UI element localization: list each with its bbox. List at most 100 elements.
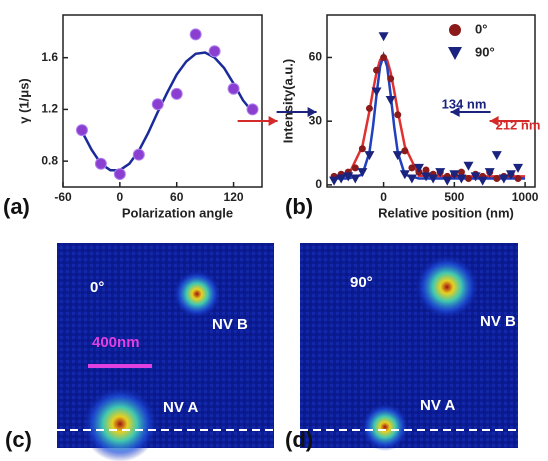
nv-label: NV B: [212, 316, 248, 333]
x-tick-label: -60: [54, 190, 72, 204]
point: [477, 176, 488, 186]
point: [464, 175, 472, 183]
plot: 0 500 1000 0 30 60 Relative position (nm) Inten…: [237, 14, 541, 220]
annotation: 212 nm: [496, 117, 541, 132]
spot: [82, 386, 158, 461]
nv-label: NV B: [480, 313, 516, 330]
panel-c: 0° 400nm NV B NV A (c): [5, 243, 274, 461]
x-tick-label: 1000: [512, 190, 539, 204]
arrow-head: [268, 116, 278, 126]
point: [378, 32, 389, 42]
point: [380, 53, 388, 61]
panel-d: 90° NV B NV A (d): [285, 243, 518, 452]
panel-label: (a): [3, 194, 30, 219]
x-tick-label: 500: [444, 190, 464, 204]
y-axis-label: Intensity(a.u.): [280, 59, 295, 144]
point: [227, 82, 240, 95]
y-tick-label: 60: [309, 50, 323, 64]
point: [357, 168, 368, 178]
point: [493, 175, 501, 183]
image: [300, 243, 518, 448]
arrow-head: [307, 107, 317, 117]
x-tick-label: 0: [117, 190, 124, 204]
point: [371, 87, 382, 97]
legend-label: 90°: [475, 44, 495, 59]
x-axis-label: Relative position (nm): [378, 205, 514, 220]
legend-marker: [448, 47, 462, 60]
point: [408, 164, 416, 172]
point: [505, 170, 516, 180]
point: [329, 176, 340, 186]
y-tick-label: 1.2: [41, 102, 58, 116]
point: [470, 172, 481, 182]
fit-line: [80, 51, 254, 172]
point: [358, 145, 366, 153]
point: [463, 161, 474, 171]
point: [336, 174, 347, 184]
plot: -60 0 60 120 0.8 1.2 1.6 Polarization angle γ (1…: [3, 14, 263, 220]
nv-label: NV A: [163, 399, 198, 416]
point: [351, 164, 359, 172]
nv-label: NV A: [420, 397, 455, 414]
point: [373, 66, 381, 74]
annotation: 134 nm: [442, 96, 487, 111]
point: [498, 174, 509, 184]
point: [442, 176, 453, 186]
panel-label: (b): [285, 194, 313, 219]
point: [513, 163, 524, 173]
point: [113, 168, 126, 181]
angle: 90°: [350, 274, 373, 291]
arrow-head: [450, 107, 460, 117]
angle: 0°: [90, 279, 104, 296]
point: [392, 151, 403, 161]
point: [246, 103, 259, 116]
panel-label: (c): [5, 427, 32, 452]
point: [208, 45, 221, 58]
x-axis-label: Polarization angle: [122, 205, 233, 220]
point: [413, 163, 424, 173]
legend-marker: [449, 24, 461, 36]
point: [350, 174, 361, 184]
point: [422, 166, 430, 174]
point: [428, 174, 439, 184]
point: [151, 98, 164, 111]
point: [132, 148, 145, 161]
point: [170, 87, 183, 100]
point: [399, 170, 410, 180]
point: [365, 104, 373, 112]
spot: [361, 403, 409, 451]
point: [456, 174, 467, 184]
y-tick-label: 30: [309, 113, 323, 127]
x-tick-label: 60: [170, 190, 184, 204]
point: [94, 157, 107, 170]
point: [385, 95, 396, 105]
y-tick-label: 1.6: [41, 50, 58, 64]
arrow-head: [489, 116, 499, 126]
point: [435, 168, 446, 178]
point: [514, 175, 522, 183]
point: [491, 151, 502, 161]
legend-label: 0°: [475, 21, 487, 36]
y-axis-label: γ (1/μs): [16, 78, 31, 124]
x-tick-label: 0: [380, 190, 387, 204]
point: [189, 28, 202, 41]
y-tick-label: 0.8: [41, 153, 58, 167]
spot: [415, 255, 479, 319]
point: [406, 174, 417, 184]
point: [394, 111, 402, 119]
point: [401, 147, 409, 155]
point: [75, 124, 88, 137]
point: [387, 75, 395, 83]
plot-frame: [62, 14, 263, 188]
point: [364, 151, 375, 161]
panel-label: (d): [285, 427, 313, 452]
scale-label: 400nm: [92, 334, 140, 351]
spot: [173, 270, 221, 318]
point: [457, 168, 465, 176]
point: [449, 170, 460, 180]
y-tick-label: 0: [315, 177, 322, 191]
plot-frame: [326, 14, 536, 188]
x-tick-label: 120: [224, 190, 244, 204]
